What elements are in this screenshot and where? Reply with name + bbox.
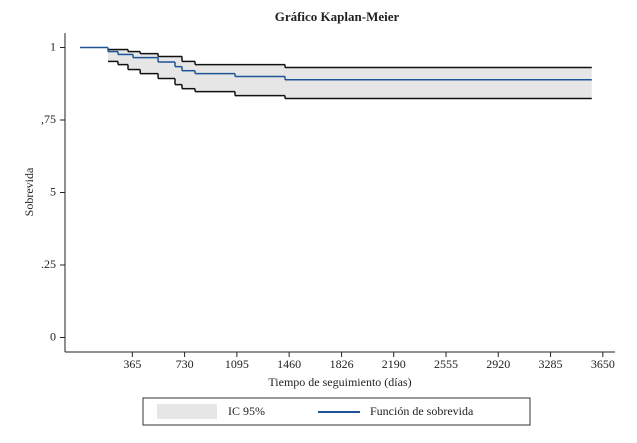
ci-band	[140, 53, 159, 74]
x-tick-label: 1095	[225, 357, 249, 371]
y-tick-label: 5	[50, 184, 56, 198]
y-tick-label: .25	[41, 257, 56, 271]
x-tick-label: 3285	[539, 357, 563, 371]
x-tick-label: 2190	[382, 357, 406, 371]
legend-swatch-band	[157, 404, 217, 419]
y-tick-label: 0	[50, 329, 56, 343]
x-tick-label: 2555	[434, 357, 458, 371]
legend-label: Función de sobrevida	[370, 404, 474, 418]
x-tick-label: 3650	[591, 357, 615, 371]
x-axis-label: Tiempo de seguimiento (días)	[268, 375, 411, 389]
legend-label: IC 95%	[228, 404, 265, 418]
ci-band	[195, 64, 236, 92]
y-axis-label: Sobrevida	[22, 167, 36, 216]
x-tick-label: 365	[123, 357, 141, 371]
x-tick-label: 730	[176, 357, 194, 371]
ci-band	[158, 56, 175, 79]
y-tick-label: 1	[50, 39, 56, 53]
ci-band	[117, 49, 129, 65]
x-tick-label: 1460	[277, 357, 301, 371]
ci-band	[285, 67, 592, 99]
ci-band	[182, 61, 196, 89]
ci-band	[107, 49, 118, 62]
ci-band	[235, 64, 285, 96]
x-tick-label: 1826	[330, 357, 354, 371]
chart-title: Gráfico Kaplan-Meier	[275, 9, 400, 24]
y-tick-label: ,75	[41, 112, 56, 126]
ci-band	[128, 51, 141, 70]
x-tick-label: 2920	[486, 357, 510, 371]
ci-band	[175, 56, 183, 85]
